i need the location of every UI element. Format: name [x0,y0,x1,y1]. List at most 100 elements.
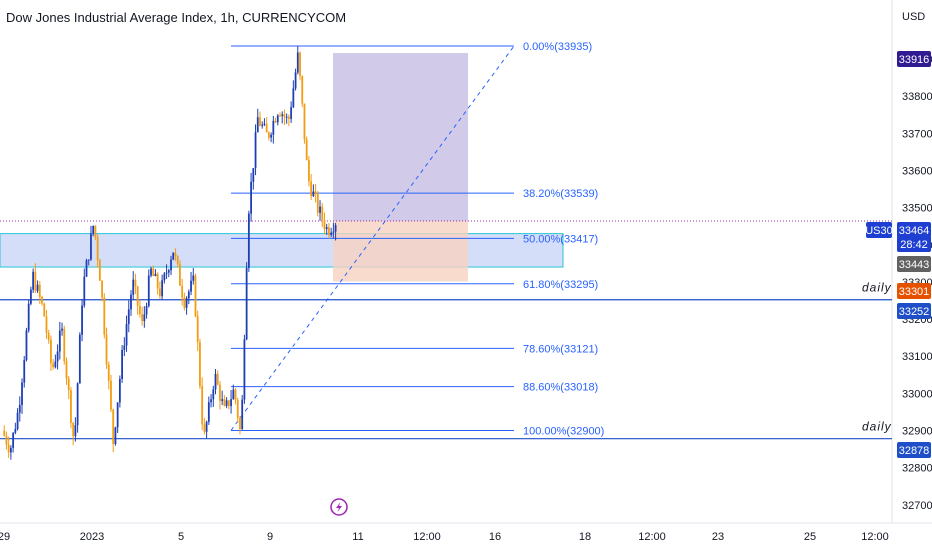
price-tick-label: 33100 [902,351,932,363]
time-tick-label: 29 [0,531,10,543]
candle [36,280,39,293]
candle [127,300,130,333]
candle-body [296,52,299,73]
candle [114,426,117,446]
candle-body [61,328,63,331]
candle [259,111,261,127]
price-badge-bg [897,303,931,319]
price-badge-bg [897,256,931,272]
candle-body [36,284,39,291]
candle-body [305,139,308,161]
price-badge-text: 33301 [899,286,930,298]
candle [150,266,152,278]
price-badge-bg [897,283,931,299]
candle-body [121,349,123,379]
price-badge-bg [897,222,931,238]
candle-body [132,279,135,295]
candle-body [141,314,144,322]
candle [279,112,281,117]
price-badge-text: 33464 [899,225,930,237]
candle [85,258,88,277]
candle [125,315,128,352]
candle [203,417,206,435]
candle-body [70,390,72,423]
candle [30,286,32,306]
candle-body [45,316,48,333]
candle-body [323,219,326,230]
candle-body [294,72,297,89]
fib-level-label: 61.80%(33295) [523,279,598,291]
candle-body [259,117,261,126]
candle [105,327,108,369]
candle-body [281,114,284,116]
long-target-zone[interactable] [333,53,468,221]
candle [174,248,177,262]
candle [9,445,12,460]
candle-body [265,123,268,133]
candle-body [328,227,330,235]
candle-body [314,191,317,194]
long-stop-zone[interactable] [333,220,468,282]
candle-body [5,435,8,445]
candle-body [16,412,19,429]
fib-level-label: 100.00%(32900) [523,426,604,438]
demand-zone[interactable] [0,233,564,268]
lightning-icon[interactable] [330,498,348,516]
candle-body [72,422,75,437]
candle [96,234,99,268]
candle [192,268,195,285]
candle-body [105,334,108,365]
candle-body [183,297,186,308]
candle [239,415,241,435]
price-tick-label: 33700 [902,128,932,140]
candle-body [210,399,212,403]
time-tick-label: 12:00 [413,531,441,543]
fib-level-label: 88.60%(33018) [523,382,598,394]
candle [76,382,79,433]
candle-body [14,428,17,433]
candle-body [245,267,248,340]
candle-body [98,260,101,281]
time-axis[interactable]: 29 2023 5 9 11 12:00 16 18 12:00 23 25 12:00 [0,531,889,543]
candle-body [163,273,166,281]
candle [250,172,252,222]
fib-retracement[interactable]: 0.00%(33935) 38.20%(33539) 50.00%(33417) 61… [230,41,604,438]
candle [334,222,337,241]
candle [165,264,168,279]
candle-body [330,232,333,235]
price-badge-text: US30 [865,225,893,237]
candle [243,334,246,404]
candle [285,113,288,124]
candle [147,269,150,308]
candle-body [9,447,12,453]
candle [207,396,210,425]
candle-body [7,444,10,453]
candle [52,359,55,370]
candle [132,271,135,300]
candle-body [112,409,115,444]
candle-body [256,117,259,133]
candle [25,327,28,362]
candle [38,281,41,304]
candle [185,296,188,315]
candle [107,361,110,390]
time-tick-label: 16 [489,531,501,543]
candle [267,131,270,141]
candle [270,132,273,143]
candle-body [43,303,46,317]
candle [199,338,201,390]
candle-body [216,373,219,385]
candle [216,370,219,386]
candle [78,332,81,384]
candle [183,292,186,311]
candle-body [199,342,201,387]
candle-body [219,384,221,401]
candle-body [181,285,184,298]
candle [292,80,295,109]
candle [294,68,297,91]
candle [214,368,217,395]
candle [23,356,26,388]
candle [330,227,333,238]
price-axis-unit: USD [902,11,925,23]
